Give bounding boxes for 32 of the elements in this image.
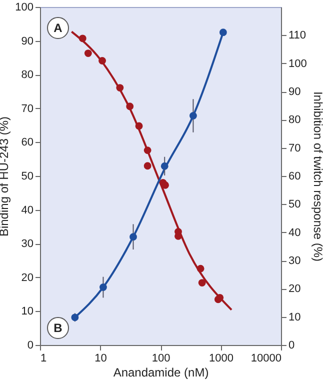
y2-tick-label: 0: [288, 340, 295, 352]
y2-tick-label: 10: [288, 311, 301, 324]
y2-tick-label: 60: [288, 170, 301, 182]
y-tick-label: 30: [21, 238, 34, 250]
y2-axis-title: Inhibition of twitch response (%): [310, 91, 325, 262]
annotation: B: [47, 317, 69, 339]
y2-tick-label: 100: [288, 58, 307, 70]
x-tick-label: 10: [94, 352, 107, 364]
y2-tick-label: 110: [288, 30, 306, 42]
x-tick-label: 1000: [209, 352, 234, 364]
annotation: A: [47, 17, 69, 39]
y-tick-label: 90: [21, 35, 34, 48]
x-tick-label: 1: [40, 352, 47, 364]
y-tick-label: 60: [21, 136, 34, 149]
y-tick-label: 100: [15, 2, 34, 14]
y2-tick-label: 80: [288, 114, 301, 126]
y2-tick-label: 90: [288, 86, 301, 98]
y-tick-label: 70: [21, 102, 34, 115]
y2-tick-label: 20: [288, 283, 301, 296]
y2-tick-label: 50: [288, 198, 301, 211]
x-axis-title: Anandamide (nM): [113, 366, 209, 380]
y2-tick-label: 70: [288, 142, 301, 154]
y-tick-label: 50: [21, 170, 34, 182]
y2-tick-label: 40: [288, 226, 301, 239]
y-tick-label: 0: [27, 340, 34, 352]
y-tick-label: 10: [21, 306, 34, 318]
y-tick-label: 20: [21, 272, 34, 284]
x-tick-label: 10000: [250, 352, 282, 364]
y-tick-label: 40: [21, 204, 34, 216]
y-tick-label: 80: [21, 69, 34, 82]
x-tick-label: 100: [152, 352, 170, 364]
y2-tick-label: 30: [288, 255, 301, 267]
